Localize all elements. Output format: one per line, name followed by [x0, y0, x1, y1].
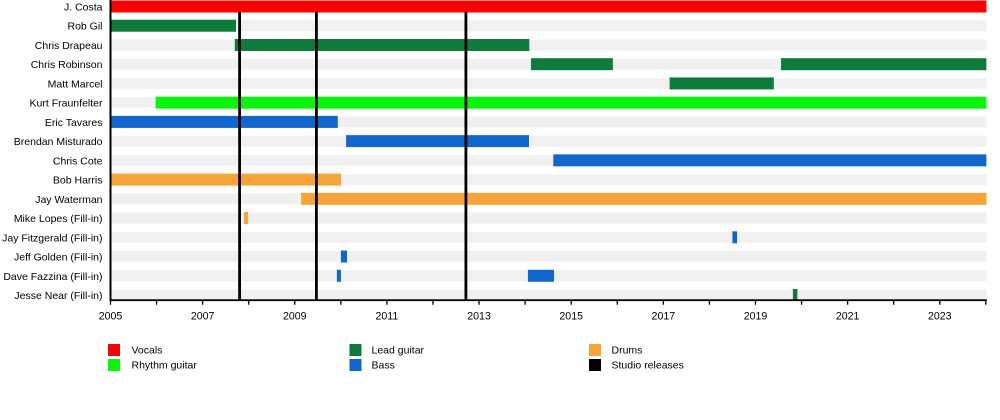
svg-text:2007: 2007: [191, 311, 215, 323]
svg-text:2021: 2021: [836, 311, 860, 323]
svg-text:Matt Marcel: Matt Marcel: [48, 78, 103, 90]
svg-text:2013: 2013: [467, 311, 491, 323]
svg-text:Bass: Bass: [372, 360, 395, 372]
svg-text:Rob Gil: Rob Gil: [67, 21, 102, 33]
svg-text:Kurt Fraunfelter: Kurt Fraunfelter: [30, 98, 103, 110]
svg-text:Drums: Drums: [612, 345, 643, 357]
svg-text:Jeff Golden (Fill-in): Jeff Golden (Fill-in): [14, 252, 103, 264]
svg-text:Chris Robinson: Chris Robinson: [31, 59, 103, 71]
svg-text:Chris Drapeau: Chris Drapeau: [35, 40, 103, 52]
svg-text:2015: 2015: [559, 311, 583, 323]
svg-text:J. Costa: J. Costa: [64, 2, 103, 14]
svg-text:Vocals: Vocals: [132, 345, 163, 357]
svg-text:Lead guitar: Lead guitar: [372, 345, 425, 357]
svg-text:Jesse Near (Fill-in): Jesse Near (Fill-in): [14, 290, 102, 302]
svg-text:Rhythm guitar: Rhythm guitar: [132, 360, 198, 372]
svg-text:2019: 2019: [744, 311, 768, 323]
svg-text:2009: 2009: [283, 311, 307, 323]
svg-text:Jay Waterman: Jay Waterman: [35, 194, 102, 206]
svg-text:Jay Fitzgerald (Fill-in): Jay Fitzgerald (Fill-in): [2, 232, 102, 244]
svg-text:2023: 2023: [928, 311, 952, 323]
svg-text:Mike Lopes (Fill-in): Mike Lopes (Fill-in): [14, 213, 103, 225]
svg-text:2011: 2011: [376, 311, 399, 323]
svg-text:Dave Fazzina (Fill-in): Dave Fazzina (Fill-in): [3, 271, 102, 283]
svg-text:Brendan Misturado: Brendan Misturado: [14, 136, 103, 148]
svg-text:2005: 2005: [99, 311, 123, 323]
svg-text:Bob Harris: Bob Harris: [53, 175, 103, 187]
svg-text:Chris Cote: Chris Cote: [53, 155, 103, 167]
svg-text:2017: 2017: [652, 311, 676, 323]
svg-text:Studio releases: Studio releases: [612, 360, 684, 372]
svg-text:Eric Tavares: Eric Tavares: [45, 117, 103, 129]
